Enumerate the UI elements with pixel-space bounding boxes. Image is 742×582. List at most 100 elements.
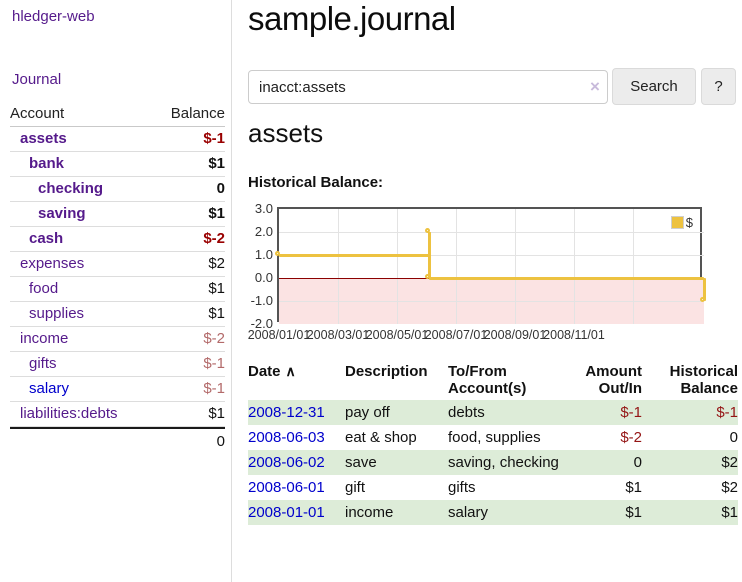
sidebar-account-balance: 0 (216, 180, 225, 197)
chart-gridline (279, 255, 704, 256)
sidebar-account-link[interactable]: gifts (29, 355, 57, 372)
sidebar-account-row: assets $-1 (10, 127, 225, 152)
legend-label: $ (685, 215, 693, 230)
x-axis-tick-label: 2008/07/01 (424, 328, 488, 342)
chart-point-marker (424, 273, 430, 279)
sidebar: hledger-web Journal Account Balance asse… (0, 0, 232, 582)
chart-gridline (397, 209, 398, 324)
register-amount: $1 (625, 479, 642, 496)
sidebar-account-link[interactable]: saving (38, 205, 86, 222)
register-date-link[interactable]: 2008-06-02 (248, 454, 325, 471)
chart-gridline (633, 209, 634, 324)
main-content: sample.journal × Search ? assets Histori… (248, 0, 742, 582)
y-axis-tick-label: -2.0 (250, 316, 273, 331)
balance-column-header: Historical Balance (669, 363, 738, 397)
register-row: 2008-01-01 income salary $1 $1 (248, 500, 738, 525)
sidebar-account-row: supplies $1 (10, 302, 225, 327)
register-description: eat & shop (345, 429, 417, 446)
register-date-link[interactable]: 2008-06-03 (248, 429, 325, 446)
accounts-total-row: 0 (10, 427, 225, 452)
register-balance: $-1 (716, 404, 738, 421)
register-date-link[interactable]: 2008-12-31 (248, 404, 325, 421)
sidebar-account-link[interactable]: bank (29, 155, 65, 172)
account-column-header: Account (10, 105, 65, 122)
x-axis-tick-label: 2008/03/01 (306, 328, 370, 342)
y-axis-tick-label: 2.0 (254, 224, 273, 239)
chart-point-marker (424, 227, 430, 233)
sidebar-account-balance: $-2 (203, 230, 225, 247)
sidebar-account-link[interactable]: food (29, 280, 59, 297)
search-button[interactable]: Search (612, 68, 696, 105)
sidebar-account-balance: $1 (208, 280, 225, 297)
chart-legend: $ (668, 214, 695, 231)
register-accounts: saving, checking (448, 454, 559, 471)
sidebar-account-link[interactable]: expenses (20, 255, 85, 272)
chart-gridline (456, 209, 457, 324)
sidebar-account-link[interactable]: cash (29, 230, 64, 247)
register-row: 2008-12-31 pay off debts $-1 $-1 (248, 400, 738, 425)
sidebar-account-link[interactable]: assets (20, 130, 67, 147)
register-row: 2008-06-03 eat & shop food, supplies $-2 0 (248, 425, 738, 450)
register-row: 2008-06-02 save saving, checking 0 $2 (248, 450, 738, 475)
sidebar-account-row: cash $-2 (10, 227, 225, 252)
register-amount: $-2 (620, 429, 642, 446)
register-date-link[interactable]: 2008-06-01 (248, 479, 325, 496)
chart-line-segment (429, 276, 704, 280)
y-axis-tick-label: -1.0 (250, 293, 273, 308)
page-title: sample.journal (248, 0, 456, 37)
chart-title: Historical Balance: (248, 174, 384, 191)
sidebar-account-row: saving $1 (10, 202, 225, 227)
accounts-table-header: Account Balance (10, 102, 225, 127)
date-column-header[interactable]: Date ∧ (248, 363, 296, 380)
sidebar-account-link[interactable]: salary (29, 380, 70, 397)
x-axis-tick-label: 2008/05/01 (365, 328, 429, 342)
brand-link[interactable]: hledger-web (12, 8, 95, 25)
register-description: gift (345, 479, 366, 496)
y-axis-tick-label: 0.0 (254, 270, 273, 285)
sidebar-account-row: expenses $2 (10, 252, 225, 277)
register-amount: $-1 (620, 404, 642, 421)
sort-asc-icon: ∧ (285, 363, 296, 379)
legend-swatch-icon (670, 216, 684, 229)
y-axis-tick-label: 1.0 (254, 247, 273, 262)
register-balance: $1 (721, 504, 738, 521)
register-date-link[interactable]: 2008-01-01 (248, 504, 325, 521)
sidebar-account-balance: $1 (208, 155, 225, 172)
sidebar-item-journal[interactable]: Journal (12, 71, 62, 88)
chart-gridline (338, 209, 339, 324)
sidebar-account-row: food $1 (10, 277, 225, 302)
sidebar-account-balance: $1 (208, 205, 225, 222)
search-form: × Search ? (248, 68, 742, 105)
sidebar-account-balance: $1 (208, 305, 225, 322)
register-accounts: food, supplies (448, 429, 541, 446)
chart-gridline (279, 301, 704, 302)
chart-line-segment (427, 232, 431, 278)
sidebar-account-row: checking 0 (10, 177, 225, 202)
sidebar-account-row: liabilities:debts $1 (10, 402, 225, 427)
register-accounts: debts (448, 404, 485, 421)
chart-line-segment (279, 253, 430, 257)
sidebar-account-link[interactable]: checking (38, 180, 104, 197)
clear-search-icon[interactable]: × (590, 77, 600, 96)
sidebar-account-row: income $-2 (10, 327, 225, 352)
register-amount: $1 (625, 504, 642, 521)
sidebar-account-link[interactable]: supplies (29, 305, 85, 322)
register-amount: 0 (633, 454, 642, 471)
help-button[interactable]: ? (701, 68, 736, 105)
chart-point-marker (699, 296, 705, 302)
sidebar-account-link[interactable]: income (20, 330, 69, 347)
account-heading: assets (248, 118, 324, 148)
sidebar-account-link[interactable]: liabilities:debts (20, 405, 118, 422)
sidebar-account-balance: $2 (208, 255, 225, 272)
description-column-header: Description (345, 363, 428, 380)
chart-gridline (279, 232, 704, 233)
x-axis-tick-label: 2008/01/01 (247, 328, 311, 342)
historical-balance-chart[interactable]: 3.0 2.0 1.0 0.0 -1.0 -2.0 2008/01/01 2008/03/01… (248, 201, 706, 342)
register-table: Date ∧ Description To/From Account(s) Amo… (248, 360, 738, 525)
register-balance: $2 (721, 454, 738, 471)
chart-gridline (574, 209, 575, 324)
register-balance: $2 (721, 479, 738, 496)
chart-line-segment (702, 278, 706, 301)
search-input[interactable] (248, 70, 608, 104)
register-accounts: gifts (448, 479, 476, 496)
